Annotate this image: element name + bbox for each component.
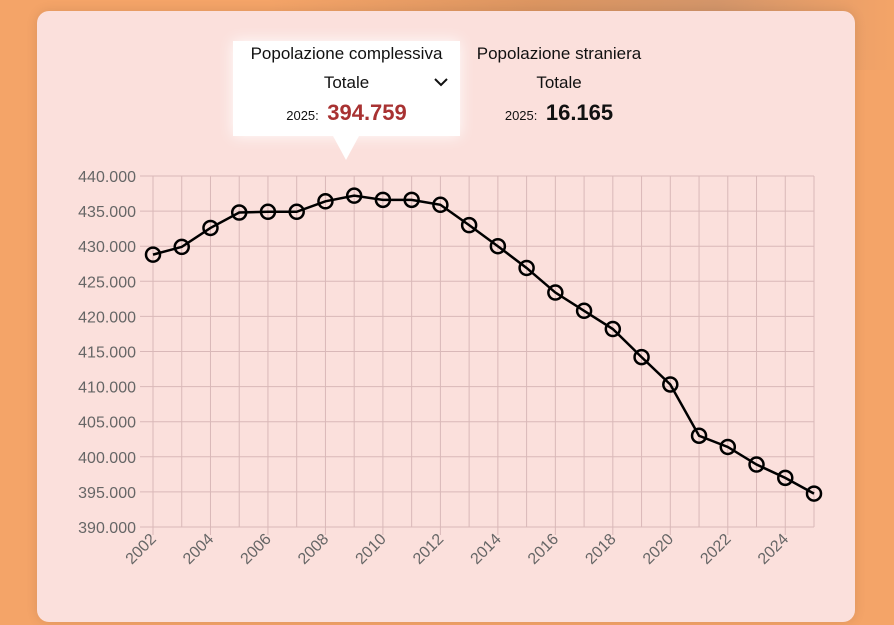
y-tick-label: 390.000 [78,520,136,537]
tab-value: 16.165 [545,100,614,125]
data-point [173,238,190,256]
x-tick-label: 2016 [525,531,562,568]
x-tick-label: 2012 [410,531,447,568]
x-tick-label: 2010 [353,531,390,568]
data-point [604,320,622,338]
x-tick-label: 2020 [640,531,677,568]
tab-title: Popolazione straniera [476,44,642,63]
data-point [719,438,737,456]
data-point [518,259,535,277]
y-tick-label: 395.000 [78,485,136,502]
data-point [230,204,248,221]
tab-value-row: 2025: 394.759 [233,100,460,126]
data-point [547,284,564,301]
data-point [259,203,277,221]
x-tick-label: 2008 [295,531,332,568]
data-point [374,191,392,209]
y-tick-label: 420.000 [78,309,136,326]
data-point [144,246,162,263]
x-tick-label: 2006 [238,531,275,568]
tab-year: 2025: [286,108,319,123]
x-tick-label: 2018 [582,531,619,568]
data-point [288,203,305,221]
tab-popolazione-complessiva[interactable]: Popolazione complessiva Totale 2025: 394… [233,41,460,160]
data-point [690,427,708,444]
data-point [575,302,593,320]
x-tick-label: 2024 [755,531,792,568]
data-point [633,348,650,366]
tab-title: Popolazione complessiva [250,44,443,63]
data-point [317,193,334,210]
data-point [777,469,794,487]
tab-value: 394.759 [327,100,407,125]
tab-year: 2025: [504,108,538,123]
y-tick-label: 415.000 [78,345,136,362]
data-point [662,376,679,393]
data-point [403,191,420,209]
y-tick-label: 435.000 [78,204,136,221]
data-point [805,485,823,502]
y-tick-label: 405.000 [78,415,136,432]
chevron-down-icon[interactable] [433,75,449,89]
tab-value-row: 2025: 16.165 [460,100,658,126]
y-tick-label: 425.000 [78,274,136,291]
tab-subtitle: Totale [323,73,370,92]
x-tick-label: 2014 [468,531,505,568]
y-tick-label: 430.000 [78,239,136,256]
data-point [460,216,478,234]
y-tick-label: 440.000 [78,169,136,186]
x-tick-label: 2022 [697,531,734,568]
data-point [202,219,219,237]
x-tick-label: 2004 [180,531,217,568]
y-tick-label: 400.000 [78,450,136,467]
tab-popolazione-straniera[interactable]: Popolazione straniera Totale 2025: 16.16… [460,41,658,136]
series-line [152,194,815,495]
tab-subtitle: Totale [536,73,582,92]
data-point [748,456,765,473]
data-point [489,237,507,255]
data-point [345,187,363,204]
y-tick-label: 410.000 [78,380,136,397]
data-point [432,196,449,214]
